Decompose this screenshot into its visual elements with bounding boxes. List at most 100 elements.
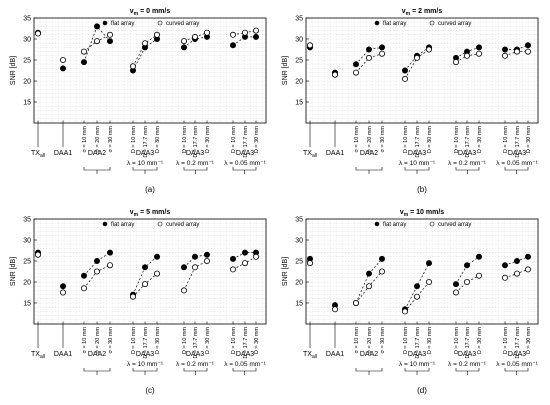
curved-array-point [241,29,248,36]
series-connector [83,252,111,276]
curved-array-point [365,283,372,290]
group-label: DAA3 [508,150,526,157]
group-bracket [132,167,158,171]
x-sub-label: D = 30 mm [477,126,483,153]
curved-array-point [60,289,67,296]
x-sub-label: D = 17.7 mm [515,327,521,359]
group-label: DAA3 [458,150,476,157]
curved-array-point [94,38,101,45]
legend-label-flat: flat array [383,21,406,27]
y-tick-label: 25 [23,259,31,266]
series-connector [355,53,383,73]
y-tick-label: 20 [23,280,31,287]
curved-array-point [401,75,408,82]
group-bracket [183,368,208,372]
y-tick-label: 20 [23,79,31,86]
flat-array-point [180,264,187,271]
curved-array-point [365,54,372,61]
group-label: DAA3 [236,150,254,157]
panel-label: (b) [417,185,427,194]
x-sub-label: D = 10 mm [231,327,237,354]
group-bracket [232,368,257,372]
group-label-tx: TXall [31,150,45,159]
flat-array-point [60,283,67,290]
flat-array-point [463,262,470,269]
curved-array-point [514,270,521,277]
flat-array-point [229,255,236,262]
x-sub-label: D = 30 mm [254,126,260,153]
x-sub-label: σ = 10 mm [82,327,88,354]
curved-array-point [229,266,236,273]
group-bracket [455,167,480,171]
curved-array-point [501,52,508,59]
flat-array-point [180,44,187,51]
legend-marker-flat [102,221,108,227]
curved-array-point [141,40,148,47]
flat-array-point [107,38,114,45]
flat-array-point [425,260,432,267]
plot-frame [33,17,267,124]
curved-array-point [525,266,532,273]
group-label: DAA1 [326,150,344,157]
curved-array-point [203,29,210,36]
y-tick-label: 35 [295,16,303,23]
curved-array-point [306,42,313,49]
flat-array-point [81,59,88,66]
panel-title: vm = 2 mm/s [402,8,443,17]
flat-array-point [241,249,248,256]
lambda-label: λ = 10 mm⁻¹ [399,160,436,167]
y-tick-label: 20 [295,79,303,86]
flat-array-point [501,262,508,269]
y-axis-label: SNR [dB] [282,257,289,286]
curved-array-point [475,50,482,57]
curved-array-point [241,260,248,267]
x-sub-label: D = 17.7 mm [143,126,149,158]
legend-label-flat: flat array [111,21,134,27]
group-label: DAA3 [186,351,204,358]
lambda-label: λ = 10 mm⁻¹ [399,361,436,368]
x-sub-label: D = 17.7 mm [465,327,471,359]
curved-array-point [81,285,88,292]
lambda-label: λ = 10 mm⁻¹ [127,361,164,368]
series-connector [355,47,383,65]
chart-panel: vm = 0 mm/s 15 20 25 30 35 SNR [dB] flat array c… [10,8,267,194]
group-bracket [504,368,529,372]
group-label: DAA3 [186,150,204,157]
lambda-label: λ = 10 mm⁻¹ [127,160,164,167]
x-sub-label: σ = 20 mm [367,126,373,153]
curved-array-point [229,31,236,38]
flat-array-point [475,253,482,260]
group-label: DAA1 [54,351,72,358]
flat-array-point [401,67,408,74]
curved-array-point [129,63,136,70]
flat-array-point [203,251,210,258]
curved-array-point [378,50,385,57]
x-sub-label: D = 30 mm [526,327,532,354]
lambda-label: λ = 0.2 mm⁻¹ [176,160,215,167]
curved-array-point [107,262,114,269]
x-sub-label: σ = 20 mm [95,126,101,153]
legend-marker-curved [429,221,435,227]
legend-label-flat: flat array [383,222,406,228]
curved-array-point [153,31,160,38]
series-connector [355,258,383,304]
x-sub-label: σ = 30 mm [108,126,114,153]
chart-panel: vm = 5 mm/s 15 20 25 30 35 SNR [dB] flat array c… [10,209,267,395]
x-sub-label: D = 30 mm [205,327,211,354]
y-tick-label: 30 [23,37,31,44]
series-connector [232,36,256,46]
curved-array-point [452,289,459,296]
flat-array-point [514,257,521,264]
x-sub-label: D = 30 mm [427,327,433,354]
flat-array-point [378,255,385,262]
flat-array-point [525,253,532,260]
plot-frame [33,218,267,325]
flat-array-point [475,44,482,51]
group-bracket [232,167,257,171]
curved-array-point [35,30,42,37]
curved-array-point [191,264,198,271]
flat-array-point [107,249,114,256]
flat-array-point [252,33,259,40]
x-sub-label: D = 17.7 mm [515,126,521,158]
x-sub-label: D = 10 mm [454,126,460,153]
